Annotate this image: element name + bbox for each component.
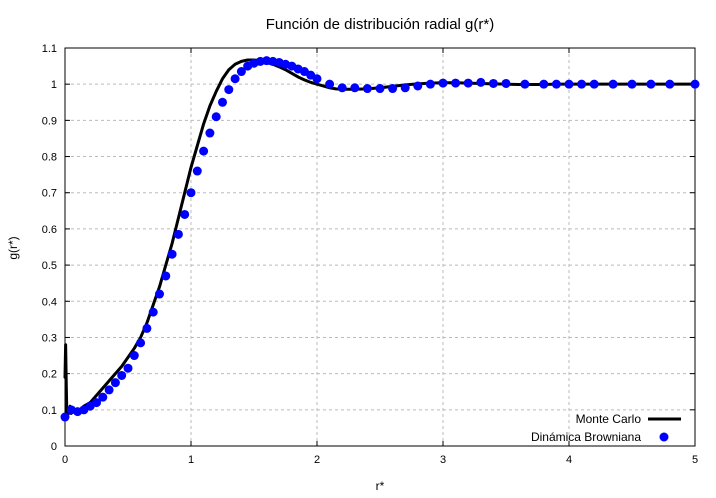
data-point-dinamica-browniana (438, 78, 448, 88)
y-tick-label: 0.3 (42, 332, 57, 344)
data-point-dinamica-browniana (129, 351, 139, 361)
y-tick-label: 0.4 (42, 296, 57, 308)
data-point-dinamica-browniana (186, 188, 196, 198)
data-point-dinamica-browniana (173, 229, 183, 239)
data-point-dinamica-browniana (92, 398, 101, 408)
data-point-dinamica-browniana (123, 363, 133, 373)
data-point-dinamica-browniana (337, 83, 347, 93)
legend-swatch-dinamica-browniana (659, 432, 669, 442)
plot-frame (64, 47, 696, 447)
data-point-dinamica-browniana (180, 209, 190, 219)
data-point-dinamica-browniana (104, 385, 114, 395)
data-point-dinamica-browniana (646, 79, 656, 89)
x-axis-title: r* (376, 479, 385, 493)
y-tick-label: 0.5 (42, 260, 57, 272)
y-tick-label: 1.1 (42, 43, 57, 55)
data-point-dinamica-browniana (589, 79, 599, 89)
data-point-dinamica-browniana (325, 79, 335, 89)
data-point-dinamica-browniana (224, 85, 234, 95)
y-tick-label: 1 (51, 79, 57, 91)
data-point-dinamica-browniana (425, 79, 435, 89)
data-point-dinamica-browniana (167, 249, 177, 259)
axis-ticks (64, 47, 696, 447)
data-point-dinamica-browniana (142, 323, 152, 333)
data-point-dinamica-browniana (375, 84, 385, 94)
y-tick-label: 0.6 (42, 224, 57, 236)
data-point-dinamica-browniana (117, 370, 127, 380)
y-tick-label: 0.8 (42, 152, 57, 164)
x-tick-label: 4 (566, 454, 572, 466)
x-tick-label: 5 (692, 454, 698, 466)
data-point-dinamica-browniana (451, 78, 461, 88)
data-point-dinamica-browniana (98, 392, 108, 402)
data-point-dinamica-browniana (608, 79, 618, 89)
data-point-dinamica-browniana (230, 74, 240, 84)
data-point-dinamica-browniana (690, 79, 700, 89)
data-point-dinamica-browniana (199, 146, 209, 156)
data-point-dinamica-browniana (148, 307, 158, 317)
data-point-dinamica-browniana (362, 84, 372, 94)
x-tick-labels: 0 1 2 3 4 5 (62, 454, 698, 466)
x-tick-label: 2 (314, 454, 320, 466)
data-point-dinamica-browniana (110, 378, 120, 388)
x-tick-label: 0 (62, 454, 68, 466)
y-tick-label: 0.7 (42, 188, 57, 200)
series-layer (60, 56, 700, 422)
data-point-dinamica-browniana (413, 81, 423, 91)
x-tick-label: 1 (188, 454, 194, 466)
data-point-dinamica-browniana (476, 77, 486, 87)
data-point-dinamica-browniana (312, 74, 322, 84)
y-tick-label: 0.2 (42, 369, 57, 381)
legend-label-dinamica-browniana: Dinámica Browniana (531, 430, 641, 444)
data-point-dinamica-browniana (211, 112, 221, 122)
data-point-dinamica-browniana (520, 79, 530, 89)
chart-title: Función de distribución radial g(r*) (266, 16, 494, 33)
data-point-dinamica-browniana (400, 83, 410, 93)
y-tick-label: 0.9 (42, 115, 57, 127)
data-point-dinamica-browniana (350, 83, 360, 93)
data-point-dinamica-browniana (192, 166, 202, 176)
data-point-dinamica-browniana (218, 97, 227, 107)
data-point-dinamica-browniana (627, 79, 637, 89)
data-point-dinamica-browniana (136, 338, 146, 348)
data-point-dinamica-browniana (463, 78, 473, 88)
data-point-dinamica-browniana (388, 84, 398, 94)
data-point-dinamica-browniana (236, 67, 246, 77)
y-tick-label: 0 (51, 441, 57, 453)
data-point-dinamica-browniana (205, 128, 215, 138)
data-point-dinamica-browniana (161, 271, 171, 281)
data-point-dinamica-browniana (577, 79, 587, 89)
legend-label-monte-carlo: Monte Carlo (576, 412, 642, 426)
y-axis-title: g(r*) (6, 236, 20, 259)
x-tick-label: 3 (440, 454, 446, 466)
data-point-dinamica-browniana (539, 79, 549, 89)
data-point-dinamica-browniana (665, 79, 675, 89)
legend: Monte Carlo Dinámica Browniana (531, 412, 681, 444)
y-tick-labels: 0 0.1 0.2 0.3 0.4 0.5 0.6 0.7 0.8 0.9 1 1.1 (42, 43, 57, 453)
data-point-dinamica-browniana (564, 79, 574, 89)
data-point-dinamica-browniana (155, 289, 164, 299)
data-point-dinamica-browniana (60, 412, 70, 422)
data-point-dinamica-browniana (501, 78, 511, 88)
y-tick-label: 0.1 (42, 405, 57, 417)
data-point-dinamica-browniana (551, 79, 561, 89)
data-point-dinamica-browniana (488, 78, 498, 88)
